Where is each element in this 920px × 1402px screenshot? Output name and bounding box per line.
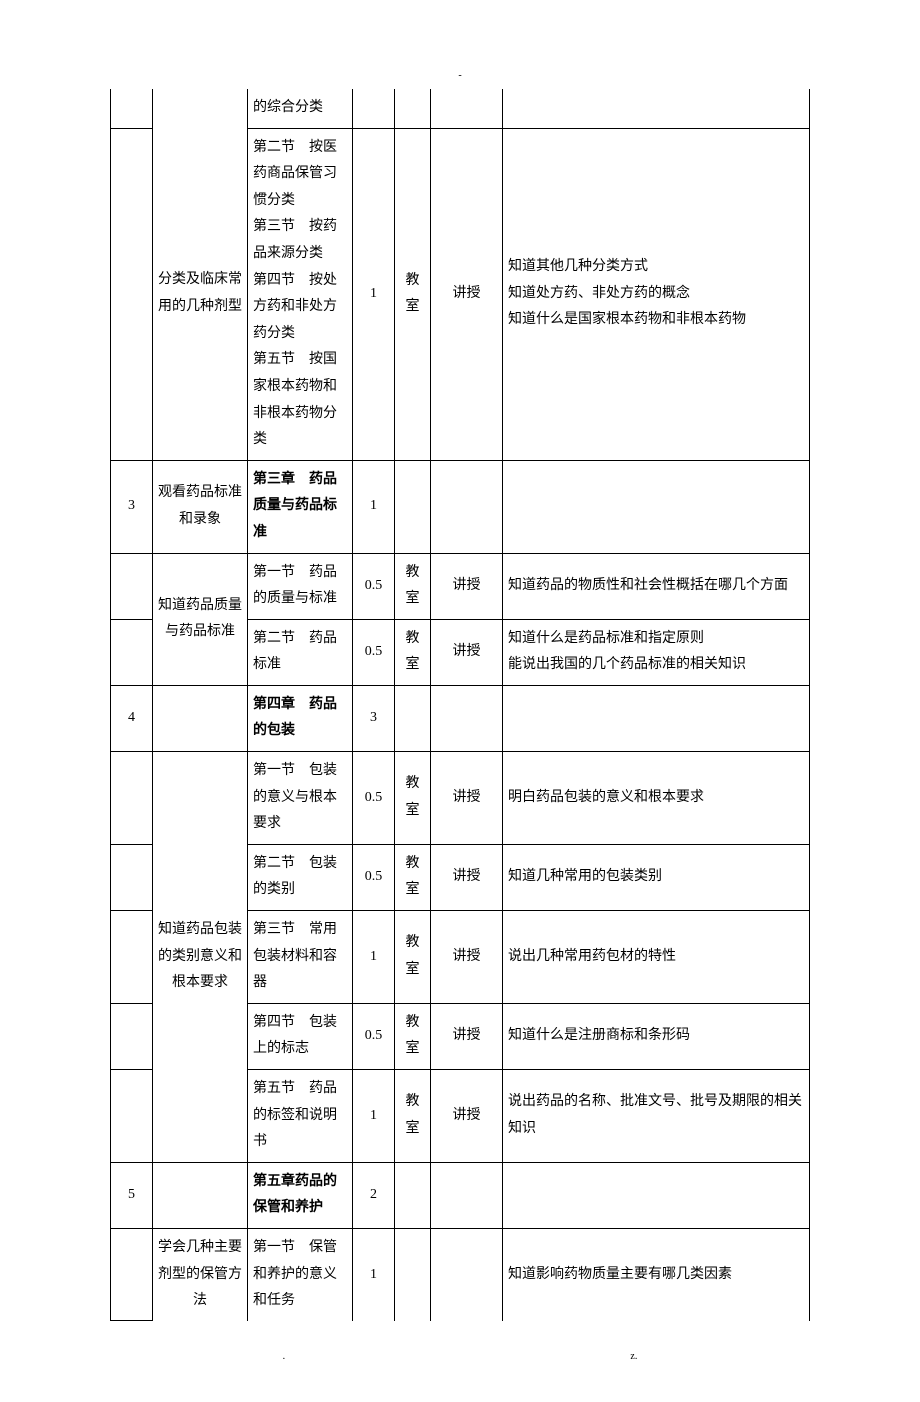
table-cell-index: 4 [111,685,153,751]
table-cell-method: 讲授 [431,1003,503,1069]
table-cell-objective [503,460,810,553]
table-cell-hours: 3 [353,685,395,751]
table-cell-objective [503,1162,810,1228]
table-cell-topic: 分类及临床常用的几种剂型 [153,128,248,460]
table-cell-objective: 知道影响药物质量主要有哪几类因素 [503,1228,810,1320]
table-cell-method [431,89,503,128]
table-cell-location [395,685,431,751]
table-cell-location: 教室 [395,1003,431,1069]
table-cell-section: 第四节 包装上的标志 [248,1003,353,1069]
table-cell-location: 教室 [395,844,431,910]
table-cell-section: 第三章 药品质量与药品标准 [248,460,353,553]
table-cell-section: 第五章药品的保管和养护 [248,1162,353,1228]
table-cell-hours [353,89,395,128]
table-cell-method: 讲授 [431,844,503,910]
table-cell-objective: 知道其他几种分类方式知道处方药、非处方药的概念知道什么是国家根本药物和非根本药物 [503,128,810,460]
table-cell-location [395,89,431,128]
table-cell-method [431,685,503,751]
table-cell-index [111,752,153,845]
table-cell-location: 教室 [395,553,431,619]
table-cell-section: 第四章 药品的包装 [248,685,353,751]
table-cell-section: 第一节 包装的意义与根本要求 [248,752,353,845]
table-cell-objective [503,685,810,751]
table-cell-method [431,1228,503,1320]
table-cell-location: 教室 [395,1070,431,1163]
table-cell-location: 教室 [395,752,431,845]
table-cell-section: 第一节 保管和养护的意义和任务 [248,1228,353,1320]
table-cell-location: 教室 [395,619,431,685]
table-cell-section: 第五节 药品的标签和说明书 [248,1070,353,1163]
table-cell-hours: 0.5 [353,1003,395,1069]
table-cell-hours: 0.5 [353,844,395,910]
table-cell-hours: 0.5 [353,619,395,685]
table-cell-location [395,1162,431,1228]
table-cell-index [111,619,153,685]
table-cell-section: 第二节 包装的类别 [248,844,353,910]
table-cell-objective: 说出几种常用药包材的特性 [503,911,810,1004]
table-cell-objective: 明白药品包装的意义和根本要求 [503,752,810,845]
table-cell-section: 的综合分类 [248,89,353,128]
table-cell-hours: 1 [353,460,395,553]
table-cell-index: 5 [111,1162,153,1228]
footer-right: z. [630,1351,637,1362]
table-cell-topic: 学会几种主要剂型的保管方法 [153,1228,248,1320]
table-cell-location [395,460,431,553]
table-cell-hours: 1 [353,1070,395,1163]
table-cell-objective: 知道什么是药品标准和指定原则能说出我国的几个药品标准的相关知识 [503,619,810,685]
table-cell-topic: 知道药品质量与药品标准 [153,553,248,685]
table-cell-hours: 1 [353,911,395,1004]
table-cell-hours: 1 [353,128,395,460]
table-cell-method: 讲授 [431,619,503,685]
table-cell-index [111,1070,153,1163]
table-cell-section: 第二节 按医药商品保管习惯分类第三节 按药品来源分类第四节 按处方药和非处方药分… [248,128,353,460]
table-cell-location: 教室 [395,911,431,1004]
table-cell-location [395,1228,431,1320]
table-cell-topic: 知道药品包装的类别意义和根本要求 [153,752,248,1163]
header-mark: - [110,70,810,81]
table-cell-section: 第一节 药品的质量与标准 [248,553,353,619]
table-cell-index [111,553,153,619]
table-cell-method [431,1162,503,1228]
table-cell-objective: 知道什么是注册商标和条形码 [503,1003,810,1069]
table-cell-topic [153,685,248,751]
table-cell-topic [153,1162,248,1228]
table-cell-section: 第三节 常用包装材料和容器 [248,911,353,1004]
table-cell-method: 讲授 [431,553,503,619]
table-cell-index [111,128,153,460]
footer: . z. [110,1351,810,1362]
table-cell-location: 教室 [395,128,431,460]
table-cell-index [111,89,153,128]
table-cell-hours: 0.5 [353,553,395,619]
table-cell-index [111,911,153,1004]
footer-left: . [283,1351,286,1362]
table-cell-method: 讲授 [431,128,503,460]
table-cell-objective: 说出药品的名称、批准文号、批号及期限的相关知识 [503,1070,810,1163]
table-cell-index: 3 [111,460,153,553]
table-cell-section: 第二节 药品标准 [248,619,353,685]
table-cell-objective [503,89,810,128]
table-cell-hours: 2 [353,1162,395,1228]
table-cell-method: 讲授 [431,1070,503,1163]
table-cell-hours: 1 [353,1228,395,1320]
table-cell-hours: 0.5 [353,752,395,845]
table-cell-objective: 知道几种常用的包装类别 [503,844,810,910]
table-cell-index [111,1003,153,1069]
curriculum-table: 的综合分类分类及临床常用的几种剂型第二节 按医药商品保管习惯分类第三节 按药品来… [110,89,810,1321]
table-cell-method: 讲授 [431,911,503,1004]
table-cell-index [111,1228,153,1320]
table-cell-index [111,844,153,910]
table-cell-topic: 观看药品标准和录象 [153,460,248,553]
table-cell-objective: 知道药品的物质性和社会性概括在哪几个方面 [503,553,810,619]
table-cell-topic [153,89,248,128]
table-cell-method [431,460,503,553]
table-cell-method: 讲授 [431,752,503,845]
